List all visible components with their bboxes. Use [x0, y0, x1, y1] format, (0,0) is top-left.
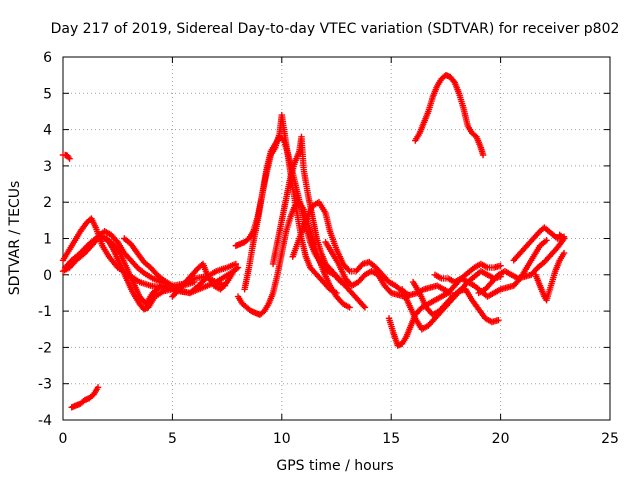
data-point-markers: [409, 278, 502, 326]
x-tick-label: 25: [601, 431, 619, 447]
series-pass-b: [68, 384, 102, 411]
series-pass-a: [59, 151, 73, 162]
y-tick-label: -3: [38, 377, 52, 393]
y-tick-label: -2: [38, 340, 52, 356]
series-pass-k: [241, 111, 340, 297]
series-pass-t: [475, 231, 568, 297]
x-axis-label: GPS time / hours: [276, 458, 393, 474]
data-point-markers: [385, 260, 504, 349]
data-point-markers: [269, 133, 369, 311]
data-point-markers: [68, 384, 102, 411]
series-pass-n: [322, 238, 454, 300]
x-tick-label: 20: [492, 431, 510, 447]
x-axis-ticks: 0 5 10 15 20 25: [59, 57, 619, 447]
data-point-markers: [475, 231, 568, 297]
y-tick-label: -4: [38, 413, 52, 429]
y-tick-label: 5: [43, 86, 52, 102]
data-point-markers: [289, 199, 412, 298]
series-pass-u: [510, 224, 568, 264]
y-tick-label: 3: [43, 159, 52, 175]
y-axis-label: SDTVAR / TECUs: [7, 181, 23, 296]
y-tick-label: 1: [43, 232, 52, 248]
chart-title: Day 217 of 2019, Sidereal Day-to-day VTE…: [51, 21, 620, 37]
series-pass-m: [289, 199, 412, 298]
y-axis-ticks: -4 -3 -2 -1 0 1 2 3 4 5 6: [38, 50, 610, 429]
series-pass-l: [269, 133, 369, 311]
data-point-markers: [169, 260, 242, 300]
y-tick-label: 0: [43, 268, 52, 284]
x-tick-label: 5: [168, 431, 177, 447]
y-tick-label: -1: [38, 304, 52, 320]
data-series: [59, 71, 568, 411]
data-point-markers: [241, 111, 340, 297]
series-pass-q: [409, 278, 502, 326]
y-tick-label: 4: [43, 123, 52, 139]
y-tick-label: 2: [43, 195, 52, 211]
data-point-markers: [59, 151, 73, 162]
data-point-markers: [322, 238, 454, 300]
series-pass-s: [412, 71, 487, 159]
series-pass-o: [385, 260, 504, 349]
x-tick-label: 10: [273, 431, 291, 447]
series-pass-h: [169, 260, 242, 300]
data-point-markers: [532, 249, 568, 304]
series-pass-v: [532, 249, 568, 304]
data-point-markers: [412, 71, 487, 159]
y-tick-label: 6: [43, 50, 52, 66]
x-tick-label: 0: [59, 431, 68, 447]
x-tick-label: 15: [382, 431, 400, 447]
data-point-markers: [510, 224, 568, 264]
grid: [63, 57, 610, 420]
